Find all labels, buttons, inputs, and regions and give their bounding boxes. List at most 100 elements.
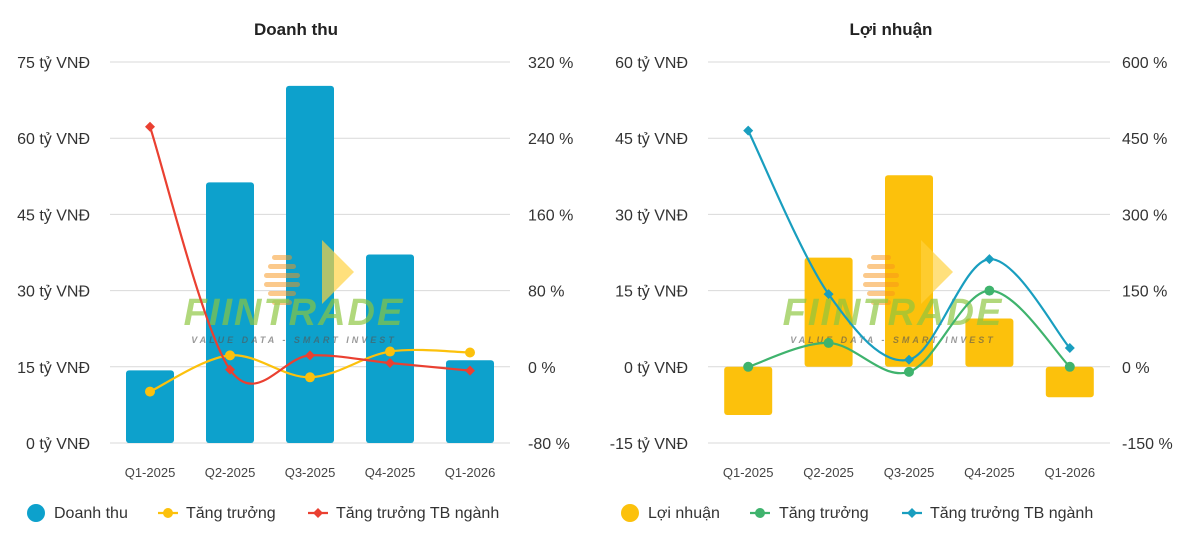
data-point: [465, 347, 475, 358]
y-tick-label: 60 tỷ VNĐ: [17, 131, 90, 148]
data-point: [984, 285, 995, 296]
watermark-tagline: VALUE DATA - SMART INVEST: [790, 335, 996, 345]
data-point: [145, 121, 155, 132]
watermark-stripe: [867, 264, 895, 269]
x-tick-label: Q1-2026: [1045, 465, 1096, 480]
chart-title: Lợi nhuận: [850, 20, 933, 39]
legend-swatch: [621, 504, 639, 522]
chart-title: Doanh thu: [254, 20, 338, 39]
y2-tick-label: 240 %: [528, 131, 573, 148]
legend-label: Tăng trưởng TB ngành: [930, 505, 1093, 522]
x-tick-label: Q2-2025: [205, 465, 256, 480]
y-tick-label: -15 tỷ VNĐ: [610, 436, 688, 453]
watermark-brand: FIINTRADE: [184, 292, 405, 334]
legend-item: Tăng trưởng: [158, 505, 276, 522]
data-point: [743, 125, 754, 136]
data-point: [743, 361, 754, 372]
legend-swatch-marker: [313, 508, 323, 518]
watermark-stripe: [264, 282, 300, 287]
data-point: [823, 289, 834, 300]
y2-tick-label: 0 %: [1122, 360, 1150, 377]
legend-item: Tăng trưởng TB ngành: [902, 505, 1093, 522]
data-point: [145, 386, 155, 397]
bar: [126, 370, 174, 443]
watermark-tagline: VALUE DATA - SMART INVEST: [191, 335, 397, 345]
watermark-arrow-icon: [921, 240, 953, 304]
watermark-arrow-icon: [322, 240, 354, 304]
watermark-brand: FIINTRADE: [783, 292, 1004, 334]
y2-tick-label: 150 %: [1122, 284, 1167, 301]
data-point: [1064, 343, 1075, 354]
bar: [724, 366, 773, 416]
data-point: [904, 354, 914, 365]
watermark-stripe: [871, 255, 891, 260]
data-point: [823, 337, 834, 348]
y-tick-label: 30 tỷ VNĐ: [615, 207, 688, 224]
bar: [885, 175, 933, 367]
x-tick-label: Q1-2025: [125, 465, 176, 480]
y2-tick-label: 600 %: [1122, 55, 1167, 72]
legend-swatch: [27, 504, 45, 522]
data-point: [225, 364, 235, 375]
legend-label: Tăng trưởng: [186, 505, 276, 522]
legend-label: Tăng trưởng: [779, 505, 869, 522]
y-tick-label: 75 tỷ VNĐ: [17, 55, 90, 72]
data-point: [305, 372, 315, 383]
data-point: [385, 357, 395, 368]
legend-label: Tăng trưởng TB ngành: [336, 505, 499, 522]
watermark-stripe: [863, 282, 899, 287]
y-tick-label: 30 tỷ VNĐ: [17, 284, 90, 301]
data-point: [984, 254, 995, 265]
y2-tick-label: 320 %: [528, 55, 573, 72]
bar: [286, 85, 334, 443]
legend-label: Lợi nhuận: [648, 505, 720, 522]
legend-label: Doanh thu: [54, 505, 128, 522]
x-tick-label: Q4-2025: [365, 465, 416, 480]
watermark-stripe: [264, 273, 300, 278]
data-point: [904, 366, 914, 377]
watermark-stripe: [871, 300, 891, 305]
y-tick-label: 0 tỷ VNĐ: [624, 360, 688, 377]
y-tick-label: 45 tỷ VNĐ: [17, 207, 90, 224]
y2-tick-label: -80 %: [528, 436, 570, 453]
y-tick-label: 60 tỷ VNĐ: [615, 55, 688, 72]
revenue-chart: Doanh thu 0 tỷ VNĐ 15 tỷ VNĐ 30 tỷ VNĐ 45 tỷ…: [17, 20, 573, 522]
data-point: [225, 350, 235, 361]
y-tick-label: 15 tỷ VNĐ: [615, 284, 688, 301]
watermark-stripe: [867, 291, 895, 296]
bar: [206, 182, 254, 443]
y2-tick-label: 80 %: [528, 284, 564, 301]
y-tick-label: 45 tỷ VNĐ: [615, 131, 688, 148]
data-point: [1064, 361, 1075, 372]
legend-item: Lợi nhuận: [621, 504, 720, 522]
watermark-stripe: [272, 300, 292, 305]
x-tick-label: Q4-2025: [964, 465, 1015, 480]
legend-item: Doanh thu: [27, 504, 128, 522]
data-point: [305, 350, 315, 361]
y-tick-label: 0 tỷ VNĐ: [26, 436, 90, 453]
y2-tick-label: -150 %: [1122, 436, 1173, 453]
data-point: [385, 346, 395, 357]
y2-tick-label: 160 %: [528, 207, 573, 224]
watermark-stripe: [272, 255, 292, 260]
legend-item: Tăng trưởng TB ngành: [308, 505, 499, 522]
legend-swatch-marker: [163, 508, 173, 518]
x-tick-label: Q1-2025: [723, 465, 774, 480]
legend-item: Tăng trưởng: [750, 505, 869, 522]
watermark-stripe: [268, 264, 296, 269]
profit-chart: Lợi nhuận -15 tỷ VNĐ 0 tỷ VNĐ 15 tỷ VNĐ 30 t…: [610, 20, 1173, 522]
watermark-stripe: [268, 291, 296, 296]
x-tick-label: Q2-2025: [803, 465, 854, 480]
x-tick-label: Q3-2025: [884, 465, 935, 480]
x-tick-label: Q1-2026: [445, 465, 496, 480]
y2-tick-label: 450 %: [1122, 131, 1167, 148]
y2-tick-label: 300 %: [1122, 207, 1167, 224]
data-point: [465, 365, 475, 376]
legend-swatch-marker: [755, 508, 765, 518]
x-tick-label: Q3-2025: [285, 465, 336, 480]
legend-swatch-marker: [907, 508, 917, 518]
bar: [446, 360, 494, 443]
